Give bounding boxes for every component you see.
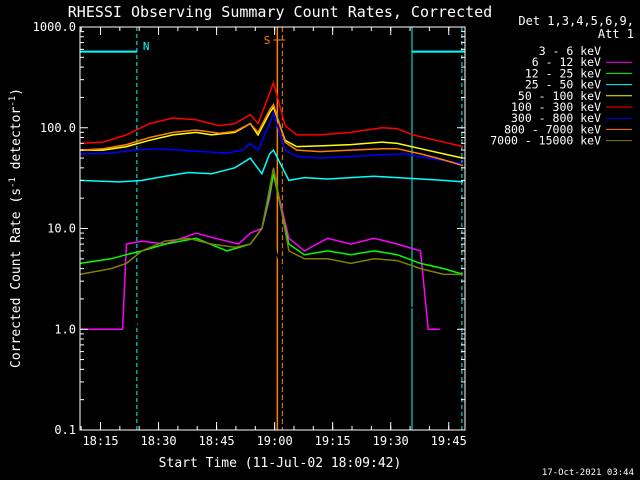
chart-title: RHESSI Observing Summary Count Rates, Co… (68, 3, 492, 21)
x-axis-label: Start Time (11-Jul-02 18:09:42) (159, 456, 402, 471)
series-line-3-6-keV (80, 241, 429, 332)
y-label-sup-1: -1 (8, 177, 18, 188)
y-label-sup-2: -1 (8, 96, 18, 107)
night-marker-label: N (143, 40, 150, 53)
axes: 0.1 1.0 10.0 100.0 1000.0 18:15 18:30 18:45 19:0… (33, 20, 467, 448)
x-tick-label: 19:45 (431, 434, 467, 448)
attenuator-state-label: S (264, 34, 271, 47)
x-tick-label: 18:30 (140, 434, 176, 448)
y-tick-label: 0.1 (54, 423, 76, 437)
date-stamp: 17-Oct-2021 03:44 (542, 468, 634, 478)
legend-entry-label: 100 - 300 keV (511, 100, 601, 114)
y-tick-label: 100.0 (40, 121, 76, 135)
x-tick-label: 19:15 (315, 434, 351, 448)
y-label-main: Corrected Count Rate (s (9, 188, 24, 368)
series-line-300-800-keV (79, 110, 464, 165)
x-tick-label: 19:30 (373, 434, 409, 448)
legend-title-2: Att 1 (598, 27, 634, 41)
series-line-50-100-keV (80, 105, 464, 159)
y-tick-label: 10.0 (47, 222, 76, 236)
series-line-6-12-keV (80, 173, 440, 331)
legend-entry-label: 6 - 12 keV (532, 55, 601, 69)
series-line-800-7000-keV (79, 102, 464, 167)
legend-title-1: Det 1,3,4,5,6,9, (518, 14, 634, 28)
legend-entry-label: 25 - 50 keV (525, 78, 601, 92)
y-tick-label: 1000.0 (33, 20, 76, 34)
y-label-mid: detector (9, 107, 24, 178)
legend-entry-label: 12 - 25 keV (525, 66, 601, 80)
legend-entry-label: 50 - 100 keV (518, 89, 601, 103)
series-line-7000-15000-keV (79, 167, 464, 276)
plot-area: SN (79, 27, 465, 430)
x-tick-label: 18:45 (199, 434, 235, 448)
legend-entry-label: 3 - 6 keV (539, 44, 601, 58)
series-line-100-300-keV (79, 80, 464, 148)
y-tick-label: 1.0 (54, 322, 76, 336)
legend-entry-label: 300 - 800 keV (511, 111, 601, 125)
x-tick-label: 19:00 (257, 434, 293, 448)
legend-entry-label: 7000 - 15000 keV (490, 134, 601, 148)
series-line-25-50-keV (79, 148, 464, 183)
legend-entry-label: 800 - 7000 keV (504, 122, 601, 136)
y-axis-label: Corrected Count Rate (s-1 detector-1) (8, 88, 24, 368)
x-tick-label: 18:15 (82, 434, 118, 448)
y-label-end: ) (9, 88, 24, 96)
